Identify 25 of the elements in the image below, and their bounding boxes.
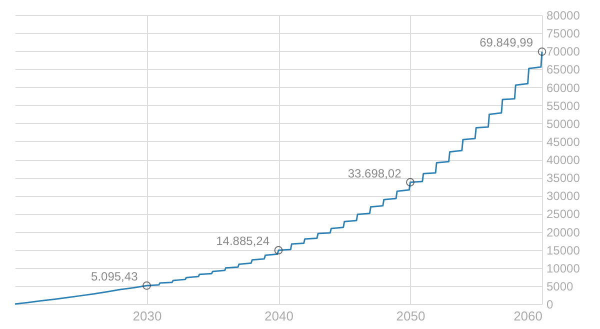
y-tick-label: 5000 bbox=[546, 279, 574, 294]
y-tick-label: 75000 bbox=[546, 26, 580, 41]
y-tick-label: 10000 bbox=[546, 261, 580, 276]
x-tick-label: 2030 bbox=[132, 308, 162, 324]
y-tick-label: 25000 bbox=[546, 207, 580, 222]
y-tick-label: 55000 bbox=[546, 98, 580, 113]
y-tick-label: 20000 bbox=[546, 225, 580, 240]
annotation: 33.698,02 bbox=[348, 166, 402, 180]
x-tick-label: 2060 bbox=[514, 308, 542, 324]
annotation: 14.885,24 bbox=[216, 234, 270, 248]
y-tick-label: 70000 bbox=[546, 44, 580, 59]
x-tick-label: 2040 bbox=[264, 308, 294, 324]
y-tick-label: 35000 bbox=[546, 171, 580, 186]
y-tick-label: 40000 bbox=[546, 153, 580, 167]
y-tick-label: 15000 bbox=[546, 243, 580, 258]
x-tick-label: 2050 bbox=[396, 308, 426, 324]
y-tick-label: 60000 bbox=[546, 80, 580, 95]
annotation: 69.849,99 bbox=[480, 36, 534, 50]
y-tick-label: 30000 bbox=[546, 189, 580, 204]
annotation: 5.095,43 bbox=[91, 270, 138, 284]
y-tick-label: 45000 bbox=[546, 134, 580, 149]
y-tick-label: 80000 bbox=[546, 8, 580, 22]
y-tick-label: 0 bbox=[546, 298, 554, 312]
y-tick-label: 65000 bbox=[546, 62, 580, 77]
y-tick-label: 50000 bbox=[546, 116, 580, 131]
